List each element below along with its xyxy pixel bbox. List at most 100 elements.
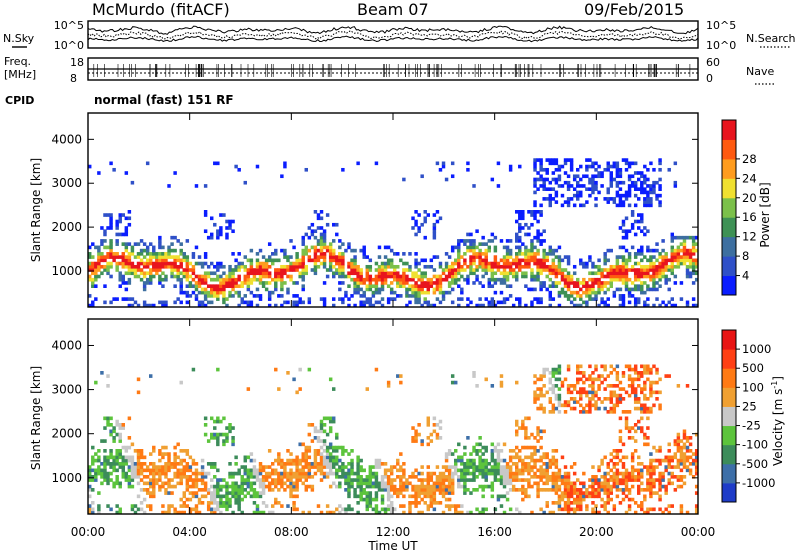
heatmap-cell — [694, 271, 699, 276]
heatmap-cell — [127, 481, 132, 486]
heatmap-cell — [307, 445, 312, 450]
heatmap-cell — [530, 268, 534, 272]
heatmap-cell — [511, 274, 516, 279]
heatmap-cell — [249, 277, 254, 282]
heatmap-cell — [560, 475, 565, 479]
heatmap-cell — [368, 303, 373, 308]
heatmap-cell — [454, 245, 458, 250]
colorbar-segment — [722, 406, 736, 427]
heatmap-cell — [368, 281, 373, 285]
heatmap-cell — [347, 242, 351, 246]
heatmap-cell — [633, 171, 638, 175]
heatmap-cell — [594, 488, 598, 492]
heatmap-cell — [121, 455, 125, 460]
heatmap-cell — [563, 277, 568, 282]
heatmap-cell — [457, 442, 461, 447]
heatmap-cell — [319, 423, 324, 427]
heatmap-cell — [255, 252, 260, 256]
heatmap-cell — [426, 442, 430, 447]
heatmap-cell — [640, 504, 644, 508]
heatmap-cell — [621, 268, 626, 272]
heatmap-cell — [319, 458, 324, 463]
heatmap-cell — [344, 248, 348, 253]
heatmap-cell — [533, 277, 537, 282]
heatmap-cell — [88, 252, 92, 256]
heatmap-cell — [435, 161, 440, 166]
heatmap-cell — [579, 488, 583, 492]
heatmap-cell — [222, 432, 226, 437]
heatmap-cell — [484, 252, 488, 256]
heatmap-cell — [88, 294, 92, 298]
heatmap-cell — [633, 468, 638, 473]
heatmap-cell — [374, 497, 379, 502]
heatmap-cell — [350, 478, 354, 482]
heatmap-cell — [621, 294, 626, 298]
heatmap-cell — [152, 488, 156, 492]
heatmap-cell — [377, 481, 382, 486]
heatmap-cell — [588, 287, 592, 292]
heatmap-cell — [438, 419, 443, 424]
heatmap-cell — [643, 255, 647, 259]
heatmap-cell — [328, 255, 333, 259]
heatmap-cell — [484, 264, 488, 269]
heatmap-cell — [673, 281, 678, 285]
heatmap-cell — [213, 222, 217, 227]
heatmap-cell — [243, 468, 247, 473]
heatmap-cell — [496, 478, 501, 482]
heatmap-cell — [591, 488, 595, 492]
heatmap-cell — [667, 455, 671, 460]
heatmap-cell — [347, 462, 351, 466]
heatmap-cell — [228, 268, 232, 272]
heatmap-cell — [313, 462, 318, 466]
heatmap-cell — [386, 475, 391, 479]
heatmap-cell — [261, 510, 266, 515]
heatmap-cell — [362, 245, 366, 250]
heatmap-cell — [158, 274, 162, 279]
heatmap-cell — [484, 507, 488, 512]
heatmap-cell — [158, 235, 162, 240]
heatmap-cell — [310, 465, 315, 469]
heatmap-cell — [124, 445, 129, 450]
heatmap-cell — [179, 261, 183, 266]
heatmap-cell — [579, 203, 583, 208]
heatmap-cell — [310, 439, 315, 443]
heatmap-cell — [219, 284, 223, 288]
heatmap-cell — [121, 277, 125, 282]
heatmap-cell — [624, 197, 629, 201]
heatmap-cell — [356, 455, 360, 460]
heatmap-cell — [319, 445, 324, 450]
heatmap-cell — [295, 300, 299, 305]
heatmap-cell — [277, 387, 281, 391]
heatmap-cell — [615, 449, 620, 453]
heatmap-cell — [231, 488, 235, 492]
heatmap-cell — [88, 475, 92, 479]
heatmap-cell — [658, 284, 662, 288]
heatmap-cell — [112, 458, 116, 463]
heatmap-cell — [145, 248, 150, 253]
heatmap-cell — [539, 161, 543, 166]
heatmap-cell — [694, 504, 699, 508]
heatmap-cell — [627, 377, 632, 382]
heatmap-cell — [548, 475, 552, 479]
heatmap-cell — [579, 364, 583, 369]
heatmap-cell — [399, 281, 403, 285]
heatmap-cell — [142, 242, 147, 246]
heatmap-cell — [478, 281, 482, 285]
heatmap-cell — [545, 264, 549, 269]
heatmap-cell — [533, 210, 537, 214]
heatmap-cell — [292, 458, 296, 463]
heatmap-cell — [325, 462, 330, 466]
heatmap-cell — [640, 364, 644, 369]
heatmap-cell — [569, 158, 574, 162]
heatmap-cell — [283, 255, 287, 259]
heatmap-cell — [389, 494, 394, 499]
heatmap-cell — [210, 436, 214, 440]
heatmap-cell — [576, 174, 580, 179]
heatmap-cell — [103, 439, 107, 443]
heatmap-cell — [624, 235, 629, 240]
heatmap-cell — [566, 501, 571, 505]
heatmap-cell — [435, 277, 440, 282]
heatmap-cell — [508, 488, 513, 492]
heatmap-cell — [203, 423, 208, 427]
heatmap-cell — [640, 284, 644, 288]
